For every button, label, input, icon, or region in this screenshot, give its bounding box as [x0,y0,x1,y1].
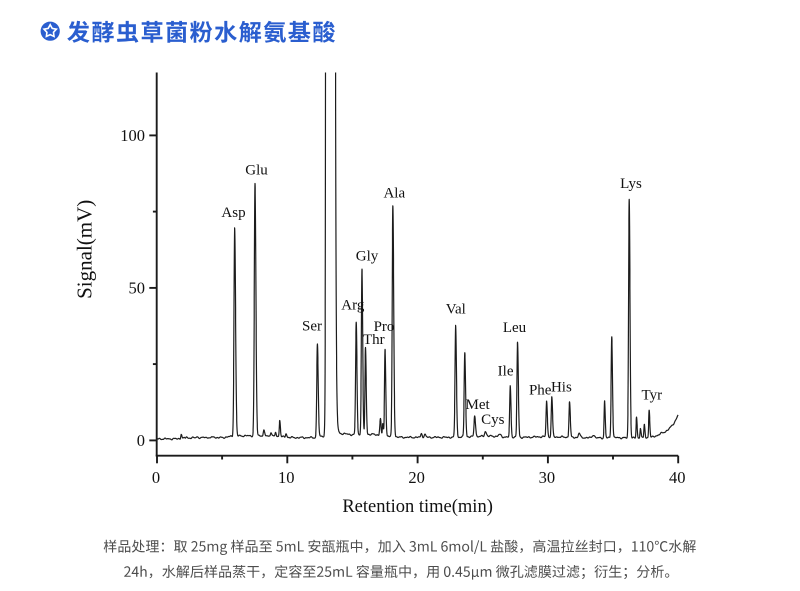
svg-text:Gly: Gly [356,249,379,265]
svg-text:Asp: Asp [221,205,245,221]
svg-text:20: 20 [408,468,425,487]
svg-text:Signal(mV): Signal(mV) [73,200,97,299]
svg-text:30: 30 [539,468,556,487]
svg-text:Met: Met [466,397,491,413]
svg-text:Lys: Lys [620,176,642,192]
svg-text:10: 10 [278,468,295,487]
svg-text:His: His [551,380,572,396]
svg-text:Ala: Ala [383,186,405,202]
svg-text:0: 0 [137,431,145,450]
svg-text:Val: Val [446,302,466,318]
svg-text:Ser: Ser [302,319,322,335]
svg-text:Glu: Glu [245,163,268,179]
svg-text:Ile: Ile [498,364,514,380]
svg-text:0: 0 [152,468,160,487]
svg-text:Pro: Pro [374,319,395,335]
svg-text:Tyr: Tyr [641,388,662,404]
svg-text:Arg: Arg [341,298,365,314]
svg-text:Leu: Leu [503,320,527,336]
svg-text:Thr: Thr [363,332,385,348]
svg-text:Cys: Cys [481,412,505,428]
svg-text:40: 40 [669,468,686,487]
svg-text:50: 50 [129,279,146,298]
svg-text:Phe: Phe [529,383,552,399]
svg-text:Retention time(min): Retention time(min) [342,497,493,517]
svg-text:100: 100 [120,126,145,145]
